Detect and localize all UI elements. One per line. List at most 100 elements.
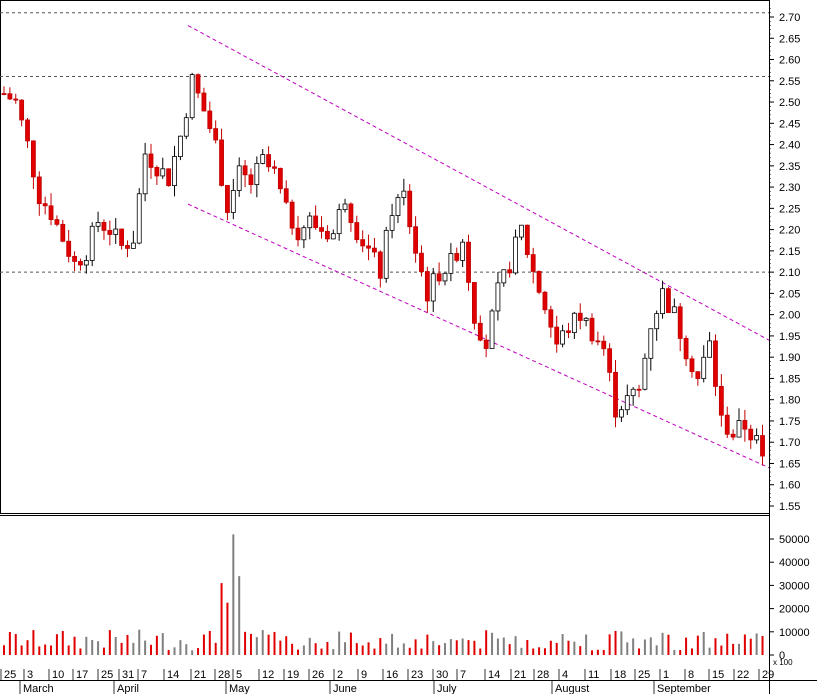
volume-bar xyxy=(543,648,546,655)
price-tick-label: 1.60 xyxy=(779,480,800,492)
day-label: 17 xyxy=(76,669,88,681)
volume-bar xyxy=(38,646,41,655)
volume-bar xyxy=(608,634,611,655)
volume-bar xyxy=(708,647,711,655)
day-label: 31 xyxy=(122,669,134,681)
day-label: 1 xyxy=(663,669,669,681)
candle-body xyxy=(613,371,618,418)
price-tick-label: 2.05 xyxy=(779,288,800,300)
price-tick-label: 2.20 xyxy=(779,225,800,237)
candle-body xyxy=(78,261,83,266)
candle-body xyxy=(489,310,495,349)
candle-body xyxy=(695,371,701,379)
candle-body xyxy=(213,128,219,141)
volume-bar xyxy=(161,633,164,655)
price-tick-label: 2.40 xyxy=(779,140,800,152)
day-label: 2 xyxy=(337,669,343,681)
day-label: 22 xyxy=(737,669,749,681)
volume-bar xyxy=(167,649,170,655)
volume-bar xyxy=(591,650,593,655)
volume-multiplier-label: x 100 xyxy=(773,658,793,667)
volume-bar xyxy=(208,630,211,655)
candle-body xyxy=(283,188,289,203)
volume-bar xyxy=(720,645,723,655)
candle-body xyxy=(19,99,25,121)
volume-bar xyxy=(391,633,394,655)
candle-body xyxy=(13,98,19,101)
month-label: August xyxy=(555,683,589,694)
day-label: 14 xyxy=(167,669,179,681)
candle-body xyxy=(713,340,718,387)
volume-bar xyxy=(655,645,658,655)
volume-bar xyxy=(602,650,605,655)
candle-body xyxy=(377,251,383,279)
candle-body xyxy=(666,288,671,314)
candle-body xyxy=(125,245,130,249)
volume-bar xyxy=(667,634,670,655)
candle-body xyxy=(760,435,765,457)
volume-bar xyxy=(696,635,699,655)
day-label: 28 xyxy=(218,669,230,681)
candle-body xyxy=(372,247,377,253)
candle-body xyxy=(101,222,107,231)
volume-bar xyxy=(238,576,241,655)
candle-body xyxy=(589,317,595,342)
volume-tick-label: 10000 xyxy=(779,627,810,639)
volume-bar xyxy=(673,649,676,655)
volume-bar xyxy=(226,602,229,655)
volume-bar xyxy=(102,647,105,655)
volume-bar xyxy=(685,637,688,655)
volume-bar xyxy=(249,633,252,655)
volume-bar xyxy=(579,646,582,655)
volume-bar xyxy=(214,642,217,655)
day-label: 21 xyxy=(194,669,206,681)
volume-bar xyxy=(532,648,535,655)
volume-bar xyxy=(643,639,646,655)
price-tick-label: 1.90 xyxy=(779,352,800,364)
candle-body xyxy=(389,215,395,231)
volume-bar xyxy=(255,637,258,655)
day-label: 11 xyxy=(588,669,599,681)
candle-body xyxy=(248,174,254,186)
day-label: 25 xyxy=(101,669,113,681)
volume-bar xyxy=(79,648,82,655)
candle-body xyxy=(360,239,366,247)
day-label: 8 xyxy=(688,669,694,681)
price-tick-label: 2.60 xyxy=(779,55,800,67)
volume-bar xyxy=(291,643,294,655)
candle-body xyxy=(307,215,313,229)
volume-bar xyxy=(585,634,588,655)
volume-bar xyxy=(432,641,435,655)
day-label: 7 xyxy=(460,669,466,681)
candle-body xyxy=(142,153,148,195)
volume-bar xyxy=(338,631,341,655)
candle-body xyxy=(30,140,36,178)
candle-body xyxy=(536,271,542,293)
volume-bar xyxy=(20,645,23,655)
candle-body xyxy=(636,388,642,391)
day-label: 16 xyxy=(386,669,398,681)
month-label: April xyxy=(117,683,139,694)
price-tick-label: 1.65 xyxy=(779,458,800,470)
candle-body xyxy=(560,330,565,345)
candle-body xyxy=(671,306,677,314)
volume-bar xyxy=(449,639,452,655)
axis-layer: 2.70 2.65 2.60 2.55 2.50 2.45 2.40 2.35 2.30 2.25… xyxy=(0,8,810,695)
volume-bar xyxy=(726,633,729,655)
volume-bar xyxy=(573,641,576,655)
volume-bar xyxy=(632,638,635,655)
candle-body xyxy=(483,339,489,349)
candle-body xyxy=(748,428,754,441)
price-tick-label: 2.50 xyxy=(779,97,800,109)
volume-bar xyxy=(496,638,499,655)
volume-bar xyxy=(114,636,117,655)
day-label: 29 xyxy=(762,669,774,681)
volume-bar xyxy=(279,640,282,655)
volume-tick-label: 40000 xyxy=(779,557,810,569)
candle-body xyxy=(366,245,371,249)
day-label: 7 xyxy=(141,669,147,681)
candle-body xyxy=(336,209,342,235)
price-tick-label: 2.30 xyxy=(779,182,800,194)
volume-tick-label: 0 xyxy=(779,650,785,662)
